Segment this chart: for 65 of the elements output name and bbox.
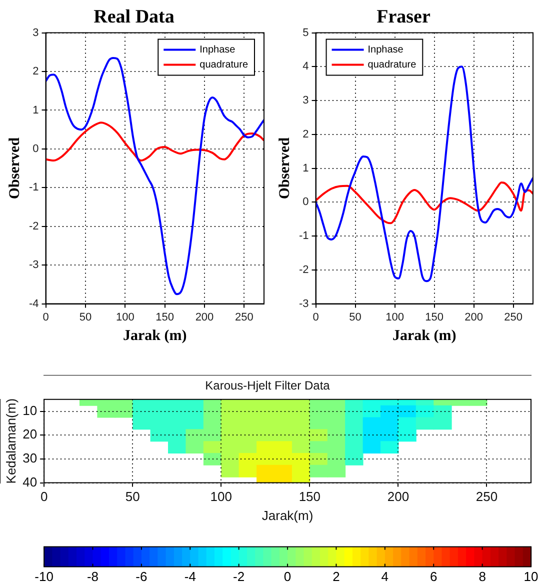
y-tick-label: -2 [29,220,39,232]
x-tick-label: 200 [195,311,214,324]
color-bar-label: 0 [284,568,292,584]
color-bar-label: -10 [34,568,54,584]
color-bar-label: 6 [430,568,438,584]
y-tick-label: 2 [302,128,309,140]
x-tick-label: 150 [425,311,444,324]
y-axis-title: Observed [6,136,23,200]
color-bar-label: 8 [478,568,486,584]
x-tick-label: 100 [386,311,404,324]
color-bar-label: -4 [184,568,196,584]
x-tick-label: 250 [504,311,522,324]
y-axis-title: Observed [276,136,293,200]
y-tick-label: 2 [32,66,39,78]
color-bar-label: -6 [136,568,148,584]
y-tick-label: -3 [29,259,39,272]
x-tick-label: 50 [125,489,140,504]
color-bar-label: 4 [381,568,389,584]
color-bar-label: 2 [332,568,340,584]
y-tick-label: 20 [22,426,38,442]
legend-label: Inphase [200,44,236,56]
x-tick-label: 100 [210,489,232,504]
color-bar-label: -8 [86,568,99,584]
x-axis-title: Jarak (m) [123,328,187,344]
x-tick-label: 200 [464,311,483,324]
y-tick-label: 4 [302,60,309,73]
y-tick-label: 30 [22,450,38,466]
x-tick-label: 0 [42,311,49,324]
x-tick-label: 200 [387,489,410,504]
legend-label: quadrature [200,60,248,71]
x-axis-title: Jarak (m) [392,328,456,344]
y-tick-label: -3 [299,298,309,310]
color-bar-label: -2 [233,568,245,584]
line-series [46,122,264,162]
y-tick-label: 40 [22,474,38,490]
x-tick-label: 250 [476,489,498,504]
y-tick-label: 10 [22,402,38,418]
line-series [46,56,264,296]
line-series [316,182,533,224]
x-axis-title: Jarak(m) [262,508,314,523]
y-tick-label: 5 [302,26,309,39]
x-tick-label: 100 [116,311,134,324]
y-tick-label: 1 [302,162,309,174]
x-tick-label: 250 [234,311,254,324]
y-tick-label: 3 [32,26,39,39]
y-tick-label: -2 [299,264,309,276]
y-tick-label: 0 [302,196,309,208]
y-tick-label: -1 [299,230,309,242]
chart-title: Karous-Hjelt Filter Data [205,378,330,393]
y-tick-label: 1 [32,104,39,116]
x-tick-label: 0 [312,311,319,324]
color-bar-label: 10 [524,568,538,584]
x-tick-label: 150 [298,489,321,504]
y-tick-label: 3 [302,94,309,107]
x-tick-label: 150 [156,311,174,324]
legend-label: Inphase [368,44,404,56]
y-axis-title: Kedalaman(m) [3,398,18,484]
x-tick-label: 50 [349,311,362,324]
chart-title: Real Data [94,6,175,28]
chart-title: Fraser [376,6,431,28]
y-tick-label: -4 [29,298,39,310]
y-tick-label: -1 [29,182,39,194]
y-tick-label: 0 [32,142,39,155]
legend-label: quadrature [368,60,417,71]
x-tick-label: 50 [79,311,92,324]
